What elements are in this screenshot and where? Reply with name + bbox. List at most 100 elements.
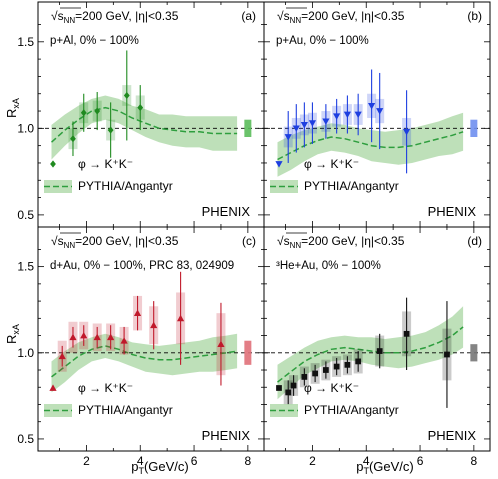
header-suffix: =200 GeV, |η|<0.35 [301, 234, 405, 248]
x-tick-label: 8 [245, 454, 252, 468]
model-line [277, 326, 464, 383]
legend-marker [50, 160, 56, 168]
plot-area [38, 50, 264, 160]
panel-2: √sNN=200 GeV, |η|<0.35 (b) p+Au, 0% − 100%… [263, 1, 491, 228]
panel-label: (c) [242, 234, 256, 248]
energy-header: √sNN=200 GeV, |η|<0.35 [51, 9, 179, 25]
data-point [308, 120, 317, 127]
header-suffix: =200 GeV, |η|<0.35 [75, 9, 179, 23]
plot-area [264, 297, 490, 408]
data-point [344, 361, 351, 368]
data-point [176, 314, 185, 322]
y-axis-label-bottom: RxA [4, 324, 21, 344]
normalization-box [244, 340, 252, 365]
data-point [80, 331, 88, 339]
legend-data-label: φ → K⁺K⁻ [78, 157, 133, 171]
plot-area [38, 271, 264, 393]
panel-1: 0.5 1.0 1.5 √sNN=200 GeV, |η|<0.35 (a) p+Al, … [17, 1, 265, 228]
data-point [376, 348, 383, 354]
x-tick-label: 4 [363, 454, 370, 468]
data-point [290, 382, 297, 389]
x-tick-label: 2 [83, 454, 90, 468]
data-point [444, 351, 450, 358]
data-point [120, 337, 128, 344]
data-point [285, 389, 292, 396]
header-prefix: √s [51, 234, 64, 248]
x-tick-label: 6 [191, 454, 198, 468]
data-point [301, 374, 308, 380]
data-point [284, 134, 292, 141]
system-label: ³He+Au, 0% − 100% [276, 260, 381, 272]
data-point [323, 367, 329, 373]
header-prefix: √s [277, 9, 290, 23]
y-axis-label-top: RxA [4, 98, 21, 118]
y-tick-label: 1.5 [17, 35, 34, 49]
model-line [277, 131, 464, 161]
header-sub: NN [290, 241, 302, 250]
data-point [217, 340, 225, 348]
legend-model-label: PYTHIA/Angantyr [304, 403, 399, 417]
panel-label: (a) [241, 9, 256, 23]
experiment-label: PHENIX [428, 428, 477, 443]
data-point [69, 333, 77, 341]
header-sub: NN [290, 16, 302, 25]
energy-header: √sNN=200 GeV, |η|<0.35 [51, 234, 179, 250]
panel-label: (b) [467, 9, 482, 23]
system-label: d+Au, 0% − 100%, PRC 83, 024909 [50, 260, 234, 272]
header-sub: NN [64, 241, 76, 250]
legend-model-label: PYTHIA/Angantyr [78, 179, 173, 193]
x-axis-label-left: pT(GeV/c) [131, 459, 189, 476]
data-point [150, 321, 158, 329]
normalization-box [470, 344, 478, 362]
data-point [333, 113, 341, 120]
x-tick-label: 6 [417, 454, 424, 468]
x-tick-label: 2 [309, 454, 316, 468]
energy-header: √sNN=200 GeV, |η|<0.35 [277, 9, 405, 25]
data-point [133, 309, 142, 317]
data-point [322, 118, 330, 126]
header-prefix: √s [277, 234, 290, 248]
y-tick-label: 1.5 [17, 260, 34, 274]
legend-marker [49, 384, 57, 391]
data-point [107, 333, 115, 341]
data-point [312, 370, 318, 377]
experiment-label: PHENIX [428, 204, 477, 219]
data-point [403, 330, 410, 337]
panels-group: 0.51.01.5√sNN=200 GeV, |η|<0.35 (a)p+Al, … [17, 1, 491, 468]
normalization-box [470, 119, 478, 137]
plot-area [264, 69, 490, 177]
panel-4: 2 4 6 8 √sNN=200 GeV, |η|<0.35 (d) ³He+Au, 0% … [263, 226, 491, 468]
data-point [354, 111, 362, 119]
legend-model-label: PYTHIA/Angantyr [304, 179, 399, 193]
x-tick-label: 8 [471, 454, 478, 468]
legend-marker [275, 161, 283, 168]
energy-header: √sNN=200 GeV, |η|<0.35 [277, 234, 405, 250]
legend-data-label: φ → K⁺K⁻ [304, 381, 359, 395]
data-point [123, 91, 130, 100]
legend-data-label: φ → K⁺K⁻ [78, 381, 133, 395]
system-label: p+Al, 0% − 100% [50, 35, 139, 47]
data-point [300, 122, 308, 129]
data-point [355, 358, 362, 365]
legend-marker [276, 385, 282, 391]
data-point [107, 126, 114, 134]
model-line [50, 106, 238, 143]
data-point [93, 333, 101, 341]
model-band [277, 112, 464, 177]
y-tick-label: 1.0 [17, 121, 34, 135]
panel-frame [263, 226, 491, 452]
header-suffix: =200 GeV, |η|<0.35 [301, 9, 405, 23]
panel-label: (d) [467, 234, 482, 248]
y-tick-label: 0.5 [17, 432, 34, 446]
x-tick-label: 4 [137, 454, 144, 468]
y-tick-label: 1.0 [17, 346, 34, 360]
data-point [94, 107, 101, 115]
data-point [292, 125, 300, 132]
data-point [137, 103, 144, 112]
data-point [333, 363, 340, 370]
experiment-label: PHENIX [202, 428, 251, 443]
y-tick-label: 0.5 [17, 208, 34, 222]
header-suffix: =200 GeV, |η|<0.35 [75, 234, 179, 248]
legend-model-label: PYTHIA/Angantyr [78, 403, 173, 417]
data-point [376, 108, 384, 115]
